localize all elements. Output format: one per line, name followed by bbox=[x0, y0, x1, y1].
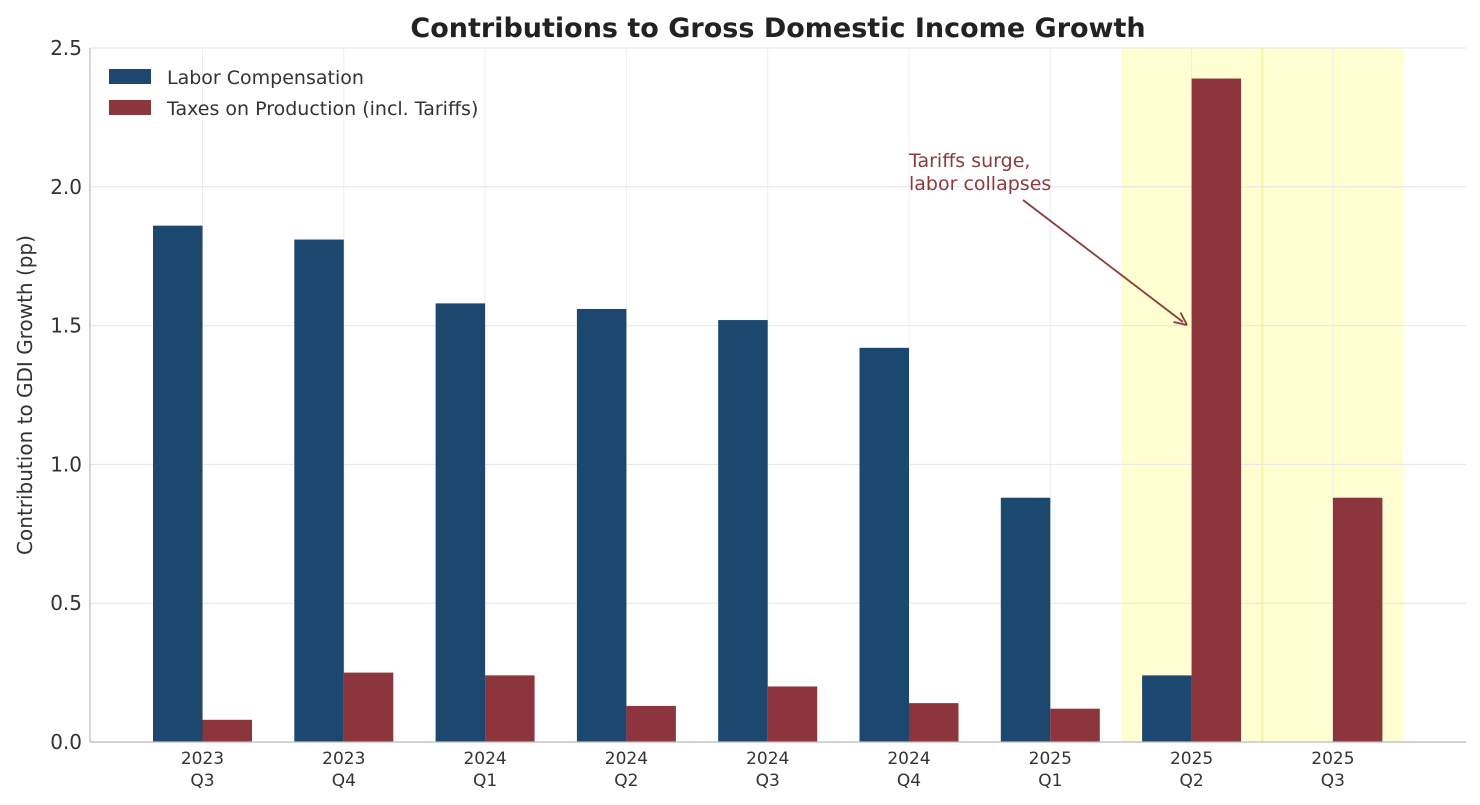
bar-taxes-on-production bbox=[1332, 497, 1383, 742]
y-tick-label: 1.0 bbox=[50, 452, 82, 476]
legend-swatch-taxes bbox=[109, 100, 151, 115]
bar-taxes-on-production bbox=[343, 672, 394, 742]
annotation-arrow-shaft bbox=[1022, 199, 1184, 323]
bar-taxes-on-production bbox=[909, 703, 959, 742]
legend-label-taxes: Taxes on Production (incl. Tariffs) bbox=[166, 98, 478, 120]
annotation-line-1: Tariffs surge, bbox=[908, 150, 1030, 172]
bar-labor-compensation bbox=[576, 308, 627, 742]
legend-swatch-labor bbox=[109, 69, 151, 84]
bar-labor-compensation bbox=[718, 320, 768, 742]
x-tick-label: 2024 Q2 bbox=[605, 749, 648, 791]
bar-labor-compensation bbox=[1000, 497, 1051, 742]
y-tick-label: 1.5 bbox=[50, 314, 82, 338]
annotation: Tariffs surge, labor collapses bbox=[908, 150, 1188, 326]
bar-taxes-on-production bbox=[1050, 708, 1100, 742]
x-tick-label: 2024 Q3 bbox=[746, 749, 789, 791]
bars bbox=[153, 78, 1383, 742]
legend: Labor Compensation Taxes on Production (… bbox=[109, 67, 478, 120]
x-tick-label: 2024 Q1 bbox=[463, 749, 506, 791]
legend-label-labor: Labor Compensation bbox=[167, 67, 364, 89]
y-tick-label: 2.0 bbox=[50, 175, 82, 199]
annotation-arrow-head bbox=[1173, 312, 1188, 326]
bar-taxes-on-production bbox=[485, 675, 535, 742]
x-tick-labels: 2023 Q3 2023 Q4 2024 Q1 2024 Q2 2024 Q3 2024 Q4 2025… bbox=[181, 749, 1355, 791]
annotation-line-2: labor collapses bbox=[909, 173, 1051, 195]
bar-labor-compensation bbox=[294, 239, 344, 742]
y-tick-label: 0.5 bbox=[50, 591, 82, 615]
y-axis-label: Contribution to GDI Growth (pp) bbox=[13, 235, 37, 555]
bar-labor-compensation bbox=[859, 347, 909, 742]
y-tick-label: 2.5 bbox=[50, 36, 82, 60]
x-tick-label: 2023 Q4 bbox=[322, 749, 365, 791]
x-tick-label: 2025 Q2 bbox=[1170, 749, 1213, 791]
x-tick-label: 2025 Q3 bbox=[1311, 749, 1354, 791]
chart-title: Contributions to Gross Domestic Income G… bbox=[410, 13, 1145, 44]
bar-labor-compensation bbox=[1142, 675, 1192, 742]
y-tick-label: 0.0 bbox=[50, 730, 82, 754]
bar-taxes-on-production bbox=[202, 719, 252, 742]
bar-labor-compensation bbox=[435, 303, 486, 742]
bar-taxes-on-production bbox=[626, 705, 676, 742]
axes bbox=[89, 48, 1466, 743]
x-tick-label: 2023 Q3 bbox=[181, 749, 224, 791]
bar-taxes-on-production bbox=[767, 686, 818, 742]
x-tick-label: 2025 Q1 bbox=[1029, 749, 1072, 791]
bar-taxes-on-production bbox=[1191, 78, 1242, 742]
x-tick-label: 2024 Q4 bbox=[887, 749, 930, 791]
bar-labor-compensation bbox=[153, 225, 203, 742]
y-tick-labels: 0.0 0.5 1.0 1.5 2.0 2.5 bbox=[50, 36, 82, 754]
